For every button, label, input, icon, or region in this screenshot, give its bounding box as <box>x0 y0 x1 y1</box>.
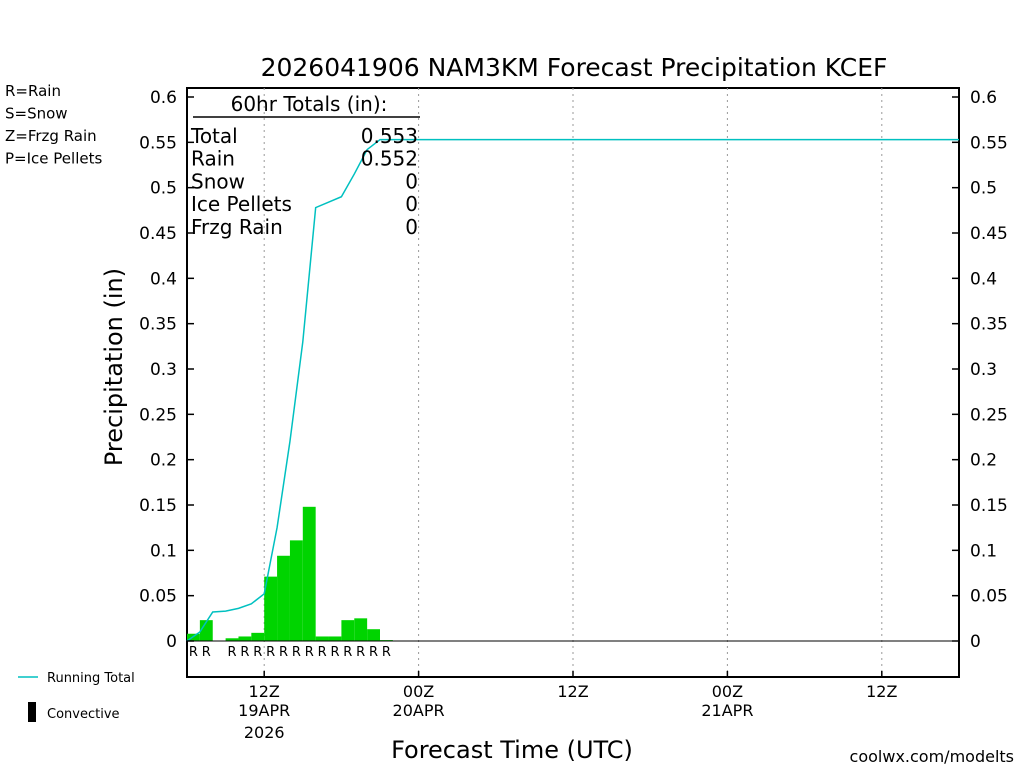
y-tick-label-right: 0.05 <box>970 587 1008 607</box>
precip-bar <box>302 506 316 641</box>
y-tick-label-left: 0.05 <box>139 587 177 607</box>
x-tick-label: 00Z <box>403 682 434 701</box>
ptype-label: R <box>266 645 275 660</box>
y-tick-label-right: 0.25 <box>970 405 1008 425</box>
ptype-label: R <box>356 645 365 660</box>
precip-bar <box>238 636 252 641</box>
y-tick-label-right: 0.45 <box>970 224 1008 244</box>
precip-bar <box>367 629 380 641</box>
precip-bar <box>315 636 329 641</box>
y-tick-label-left: 0.45 <box>139 224 177 244</box>
totals-row-label: Rain <box>191 147 235 171</box>
y-tick-label-right: 0.15 <box>970 496 1008 516</box>
x-tick-date: 19APR <box>238 701 290 720</box>
precip-bar <box>225 638 239 641</box>
y-tick-label-left: 0 <box>166 632 177 652</box>
totals-row-value: 0 <box>405 215 418 239</box>
ptype-legend-entry: Z=Frzg Rain <box>5 127 97 145</box>
ptype-label: R <box>292 645 301 660</box>
running-total-series <box>186 138 959 642</box>
totals-row-label: Snow <box>191 169 245 193</box>
y-axis-ticks: 0.6 0.6 0.55 0.55 0.5 0.5 0.45 0.45 0.4 0.4 0.35 0.… <box>139 88 1008 652</box>
ptype-label: R <box>305 645 314 660</box>
series-legend: Running Total Convective <box>18 671 135 722</box>
y-tick-label-left: 0.5 <box>150 179 177 199</box>
x-tick-label: 00Z <box>712 682 743 701</box>
credit-text: coolwx.com/modelts <box>850 747 1014 766</box>
x-tick-year: 2026 <box>244 723 285 742</box>
y-tick-label-right: 0.3 <box>970 360 997 380</box>
precip-bar <box>354 618 368 641</box>
x-axis-label: Forecast Time (UTC) <box>391 736 633 764</box>
ptype-label: R <box>253 645 262 660</box>
y-tick-label-right: 0.35 <box>970 315 1008 335</box>
precip-bar <box>264 576 278 641</box>
totals-row-label: Ice Pellets <box>191 192 292 216</box>
y-tick-label-left: 0.25 <box>139 405 177 425</box>
precip-bar <box>251 632 265 641</box>
x-tick-label: 12Z <box>866 682 897 701</box>
y-axis-label: Precipitation (in) <box>100 268 128 466</box>
convective-legend-label: Convective <box>47 707 120 722</box>
ptype-label: R <box>202 645 211 660</box>
ptype-label: R <box>343 645 352 660</box>
y-tick-label-right: 0.55 <box>970 133 1008 153</box>
x-tick-date: 21APR <box>701 701 753 720</box>
precip-bar <box>199 620 213 641</box>
ptype-label: R <box>382 645 391 660</box>
y-tick-label-left: 0.3 <box>150 360 177 380</box>
y-tick-label-left: 0.4 <box>150 269 177 289</box>
ptype-label: R <box>318 645 327 660</box>
y-tick-label-left: 0.55 <box>139 133 177 153</box>
totals-row-label: Frzg Rain <box>191 215 283 239</box>
ptype-label: R <box>228 645 237 660</box>
running-total-line <box>186 138 959 642</box>
y-tick-label-left: 0.35 <box>139 315 177 335</box>
ptype-legend-entry: S=Snow <box>5 105 68 123</box>
y-tick-label-left: 0.1 <box>150 541 177 561</box>
x-tick-date: 20APR <box>393 701 445 720</box>
y-tick-label-right: 0.1 <box>970 541 997 561</box>
totals-heading: 60hr Totals (in): <box>231 92 388 116</box>
ptype-label: R <box>279 645 288 660</box>
totals-row-value: 0 <box>405 192 418 216</box>
y-tick-label-right: 0.5 <box>970 179 997 199</box>
ptype-label: R <box>189 645 198 660</box>
totals-row-value: 0.552 <box>361 147 418 171</box>
y-tick-label-left: 0.6 <box>150 88 177 108</box>
totals-row-value: 0 <box>405 169 418 193</box>
totals-box: 60hr Totals (in): Total 0.553 Rain 0.552 Snow… <box>190 92 420 239</box>
y-tick-label-right: 0.6 <box>970 88 997 108</box>
y-tick-label-left: 0.2 <box>150 451 177 471</box>
y-tick-label-right: 0 <box>970 632 981 652</box>
ptype-label: R <box>330 645 339 660</box>
precip-bar <box>277 555 290 641</box>
precip-bar <box>289 540 303 641</box>
precip-bar <box>328 636 342 641</box>
running-total-legend-label: Running Total <box>47 671 135 686</box>
ptype-legend: R=Rain S=Snow Z=Frzg Rain P=Ice Pellets <box>5 82 102 168</box>
chart-title: 2026041906 NAM3KM Forecast Precipitation… <box>261 53 888 82</box>
y-tick-label-right: 0.2 <box>970 451 997 471</box>
totals-row-value: 0.553 <box>361 124 418 148</box>
y-tick-label-right: 0.4 <box>970 269 997 289</box>
x-gridlines <box>263 88 883 677</box>
ptype-legend-entry: R=Rain <box>5 82 61 100</box>
ptype-label: R <box>369 645 378 660</box>
ptype-label: R <box>240 645 249 660</box>
x-tick-label: 12Z <box>249 682 280 701</box>
y-tick-label-left: 0.15 <box>139 496 177 516</box>
precip-bar <box>341 620 355 641</box>
convective-swatch <box>28 702 36 722</box>
x-tick-label: 12Z <box>557 682 588 701</box>
totals-row-label: Total <box>190 124 238 148</box>
precip-bars <box>187 506 393 641</box>
ptype-legend-entry: P=Ice Pellets <box>5 150 102 168</box>
